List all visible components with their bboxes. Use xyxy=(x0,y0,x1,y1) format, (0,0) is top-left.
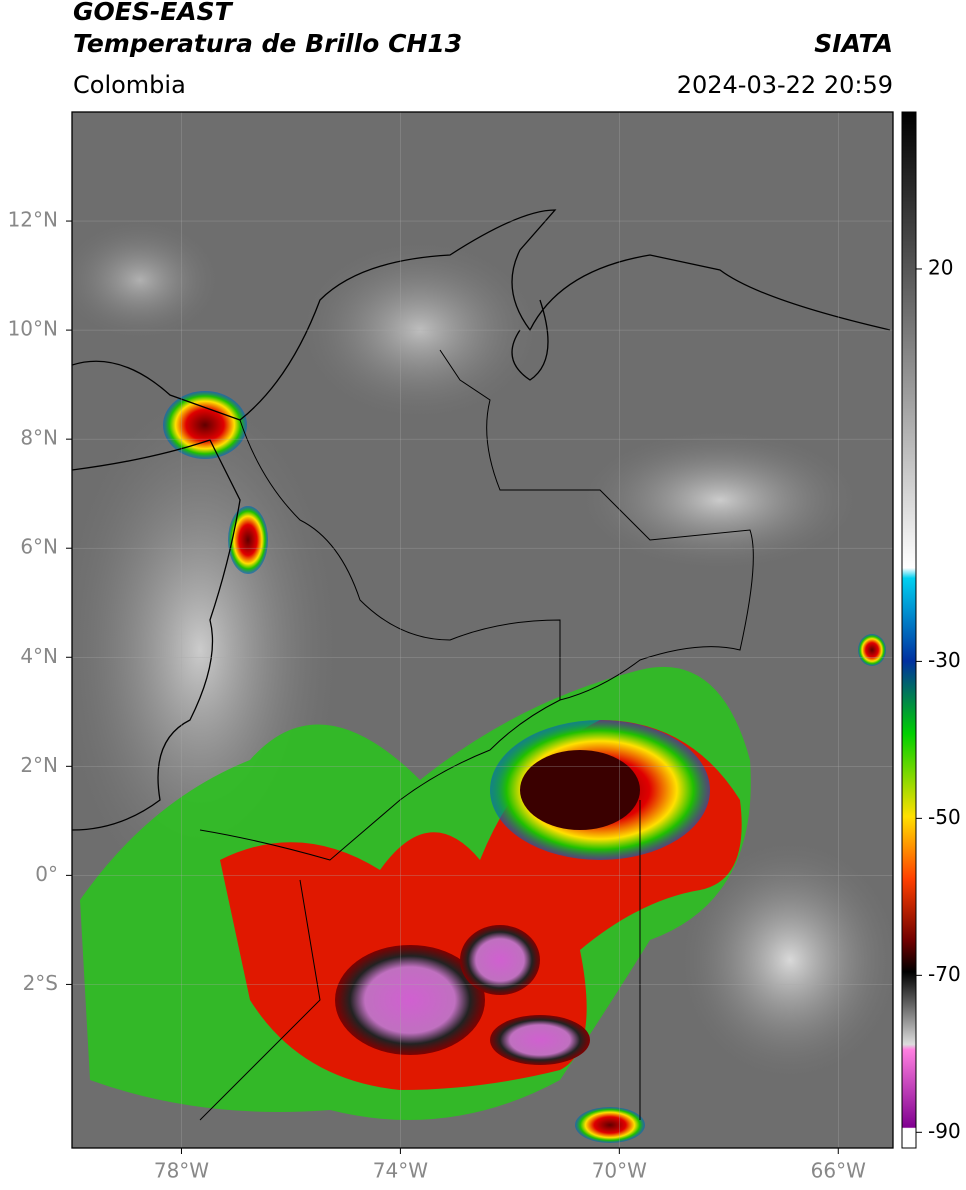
title: GOES-EAST xyxy=(73,0,234,26)
subtitle: Temperatura de Brillo CH13 xyxy=(73,29,462,58)
satellite-image xyxy=(72,112,893,1148)
x-tick-label: 78°W xyxy=(154,1159,209,1183)
y-tick-label: 4°N xyxy=(20,644,58,668)
y-tick-label: 12°N xyxy=(8,208,58,232)
y-tick-label: 10°N xyxy=(8,317,58,341)
x-tick-label: 70°W xyxy=(592,1159,647,1183)
colorbar-tick-label: -50 xyxy=(928,805,961,829)
y-tick-label: 6°N xyxy=(20,535,58,559)
region: Colombia xyxy=(73,71,186,99)
y-tick-label: 2°S xyxy=(23,971,58,995)
grid xyxy=(72,112,893,1148)
y-tick-label: 8°N xyxy=(20,426,58,450)
colorbar-tick-label: -70 xyxy=(928,962,961,986)
colorbar-tick-label: -90 xyxy=(928,1119,961,1143)
y-tick-label: 2°N xyxy=(20,753,58,777)
x-tick-label: 74°W xyxy=(373,1159,428,1183)
colorbar-tick-label: 20 xyxy=(928,255,953,279)
colorbar xyxy=(901,111,917,1149)
x-tick-label: 66°W xyxy=(811,1159,866,1183)
map-frame xyxy=(71,111,894,1149)
y-tick-label: 0° xyxy=(35,862,58,886)
source: SIATA xyxy=(814,29,893,58)
datetime: 2024-03-22 20:59 xyxy=(677,71,893,99)
colorbar-tick-label: -30 xyxy=(928,648,961,672)
